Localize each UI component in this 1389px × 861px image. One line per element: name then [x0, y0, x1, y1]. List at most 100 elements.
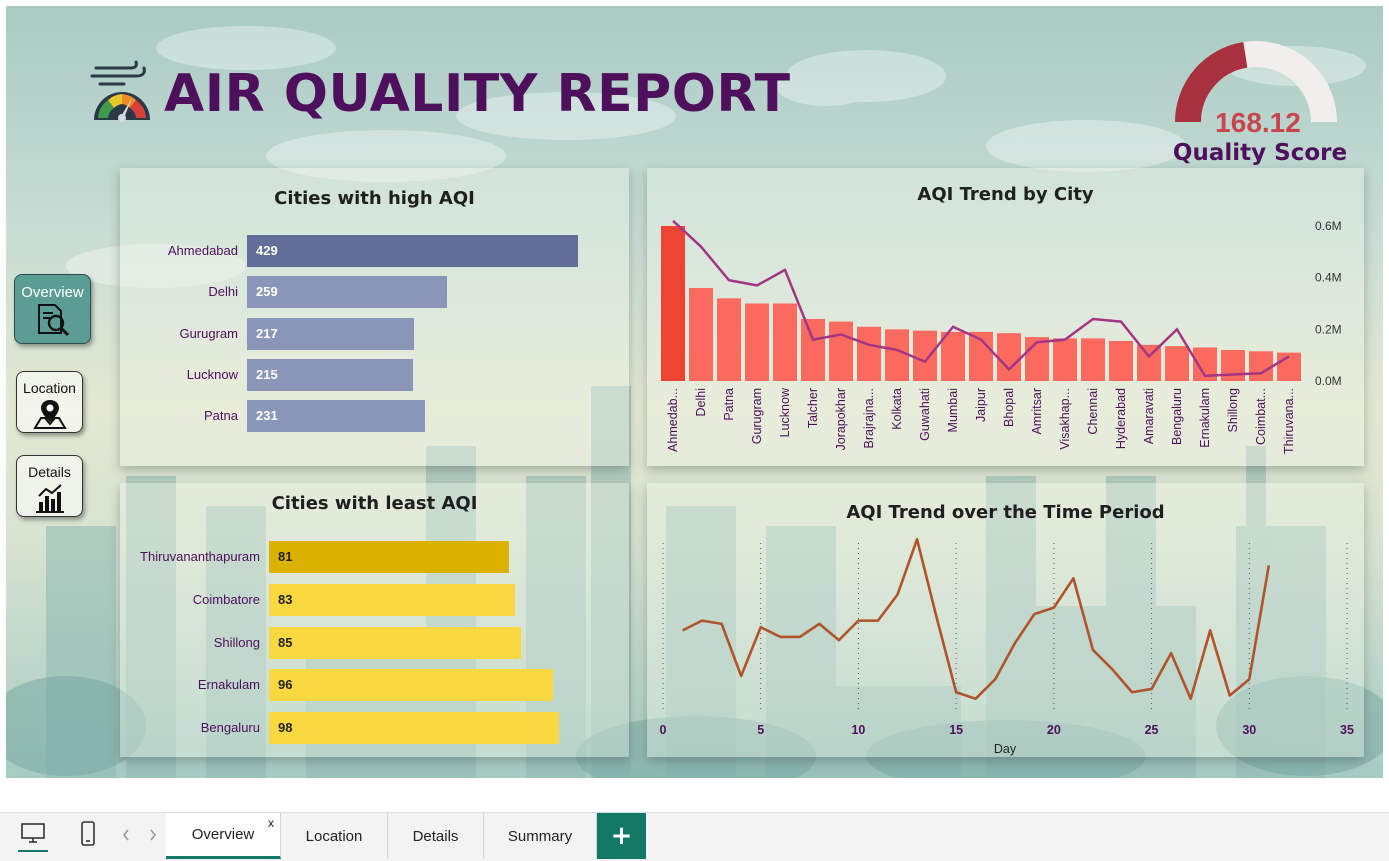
city-aqi-bar[interactable] — [661, 226, 685, 381]
least-aqi-value-label: 96 — [278, 677, 293, 693]
high-aqi-category-label: Gurugram — [179, 325, 238, 341]
city-aqi-bar[interactable] — [717, 298, 741, 381]
high-aqi-bar[interactable] — [247, 276, 447, 309]
city-aqi-bar[interactable] — [801, 319, 825, 381]
tab-summary-label: Summary — [507, 827, 573, 845]
x-tick-label: Guwahati — [918, 388, 932, 441]
city-aqi-bar[interactable] — [1109, 340, 1133, 381]
city-aqi-bar[interactable] — [1249, 351, 1273, 381]
tab-details[interactable]: Details — [388, 813, 484, 859]
details-nav-button[interactable]: Details — [16, 455, 83, 517]
gauge-fill — [1175, 41, 1248, 123]
close-icon[interactable]: x — [268, 816, 274, 830]
city-aqi-bar[interactable] — [913, 330, 937, 381]
high-aqi-category-label: Lucknow — [186, 366, 238, 382]
overview-nav-button[interactable]: Overview — [14, 274, 91, 344]
quality-score-value: 168.12 — [1215, 107, 1301, 138]
high-aqi-bar[interactable] — [247, 358, 413, 391]
city-aqi-bar[interactable] — [997, 333, 1021, 381]
x-tick-label: 5 — [757, 723, 764, 737]
tab-summary[interactable]: Summary — [484, 813, 597, 859]
least-aqi-bar[interactable] — [269, 669, 554, 702]
bar-chart-icon — [35, 484, 64, 513]
aqi-time-chart: 0 5 10 15 20 25 30 35 Day — [660, 537, 1354, 756]
x-tick-label: Shillong — [1226, 388, 1240, 433]
city-aqi-bar[interactable] — [885, 329, 909, 381]
high-aqi-bar[interactable] — [247, 400, 426, 433]
x-tick-label: Brajrajna... — [862, 388, 876, 448]
add-page-button[interactable]: + — [597, 813, 646, 859]
least-aqi-bar[interactable] — [269, 583, 515, 616]
city-aqi-bar[interactable] — [1165, 346, 1189, 381]
least-aqi-bar[interactable] — [269, 541, 509, 573]
tab-overview[interactable]: Overview x — [166, 813, 281, 859]
x-tick-label: Visakhap... — [1058, 388, 1072, 450]
least-aqi-value-label: 83 — [278, 591, 293, 607]
search-document-icon — [37, 304, 69, 337]
x-tick-label: 25 — [1145, 723, 1159, 737]
tab-details-label: Details — [412, 827, 459, 845]
x-axis-title: Day — [994, 742, 1017, 756]
high-aqi-bar[interactable] — [247, 235, 578, 267]
aqi-time-panel: AQI Trend over the Time Period 0 5 10 15 20 2… — [647, 483, 1364, 757]
y-tick-label: 0.4M — [1315, 271, 1342, 285]
tab-location[interactable]: Location — [281, 813, 388, 859]
x-tick-label: Lucknow — [778, 387, 792, 437]
chevron-right-icon[interactable] — [149, 829, 157, 841]
report-canvas: AIR QUALITY REPORT 168.12 Quality Score … — [6, 6, 1383, 778]
details-nav-label: Details — [28, 464, 71, 480]
city-aqi-bar[interactable] — [1137, 344, 1161, 381]
y-tick-label: 0.2M — [1315, 322, 1342, 336]
high-aqi-category-label: Patna — [204, 408, 238, 424]
x-tick-label: Bengaluru — [1170, 388, 1184, 445]
city-aqi-bar[interactable] — [1081, 338, 1105, 381]
x-tick-label: Thiruvana... — [1282, 388, 1296, 454]
x-tick-label: 20 — [1047, 723, 1061, 737]
time-aqi-line — [681, 537, 1271, 701]
least-aqi-panel: Cities with least AQI Thiruvananthapuram… — [120, 483, 629, 757]
report-title: AIR QUALITY REPORT — [164, 64, 791, 124]
x-tick-label: Ernakulam — [1198, 388, 1212, 448]
x-tick-label: 0 — [660, 723, 667, 737]
city-aqi-bar[interactable] — [1221, 350, 1245, 381]
city-aqi-bar[interactable] — [1053, 338, 1077, 381]
least-aqi-value-label: 85 — [278, 634, 293, 650]
least-aqi-bar[interactable] — [269, 626, 521, 659]
city-aqi-bar[interactable] — [941, 331, 965, 381]
y-tick-label: 0.6M — [1315, 219, 1342, 233]
high-aqi-title: Cities with high AQI — [274, 188, 475, 209]
high-aqi-bar[interactable] — [247, 317, 415, 350]
y-tick-label: 0.0M — [1315, 374, 1342, 388]
x-tick-label: 10 — [851, 723, 865, 737]
city-aqi-bar[interactable] — [829, 321, 853, 381]
high-aqi-value-label: 259 — [256, 284, 278, 300]
high-aqi-value-label: 231 — [256, 408, 278, 424]
desktop-view-icon[interactable] — [20, 821, 46, 845]
city-aqi-bar[interactable] — [773, 303, 797, 382]
least-aqi-title: Cities with least AQI — [271, 493, 478, 514]
city-aqi-bar[interactable] — [857, 326, 881, 381]
city-aqi-bar[interactable] — [745, 303, 769, 382]
least-aqi-value-label: 81 — [278, 549, 293, 564]
least-aqi-bar[interactable] — [269, 712, 559, 745]
x-tick-label: 30 — [1242, 723, 1256, 737]
x-tick-label: Mumbai — [946, 388, 960, 432]
quality-score-label: Quality Score — [1172, 140, 1348, 166]
x-tick-label: Chennai — [1086, 388, 1100, 435]
location-nav-button[interactable]: Location — [16, 371, 83, 433]
city-aqi-bar[interactable] — [689, 288, 713, 381]
x-tick-label: 35 — [1340, 723, 1354, 737]
city-aqi-bar[interactable] — [1025, 337, 1049, 381]
page-tab-bar: Overview x Location Details Summary + — [0, 812, 1389, 861]
quality-score-gauge — [1175, 41, 1337, 123]
x-tick-label: Jorapokhar — [834, 388, 848, 451]
desktop-view-indicator — [18, 850, 48, 852]
chevron-left-icon[interactable] — [122, 829, 130, 841]
mobile-view-icon[interactable] — [80, 821, 96, 847]
high-aqi-category-label: Delhi — [208, 284, 238, 300]
map-pin-icon — [32, 400, 67, 429]
x-tick-label: Amritsar — [1030, 388, 1044, 435]
location-nav-label: Location — [23, 380, 76, 396]
high-aqi-value-label: 215 — [256, 366, 278, 382]
least-aqi-category-label: Shillong — [213, 634, 260, 650]
